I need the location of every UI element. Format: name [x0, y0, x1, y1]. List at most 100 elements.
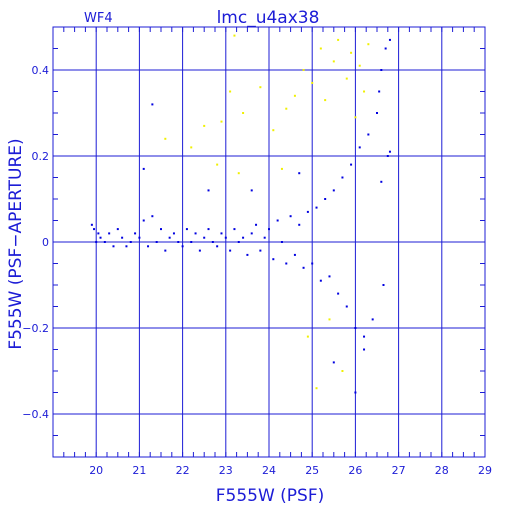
- data-point: [185, 228, 188, 231]
- rejected-point: [363, 90, 366, 93]
- data-point: [142, 167, 145, 170]
- data-point: [289, 215, 292, 218]
- data-point: [216, 245, 219, 248]
- rejected-point: [233, 34, 236, 37]
- rejected-point: [345, 77, 348, 80]
- data-point: [207, 189, 210, 192]
- rejected-point: [242, 112, 245, 114]
- data-point: [90, 223, 93, 226]
- y-tick-label: 0.2: [32, 150, 50, 163]
- rejected-point: [164, 137, 167, 140]
- data-point: [345, 305, 348, 308]
- data-point: [382, 284, 385, 286]
- minor-ticks: [52, 26, 486, 458]
- data-point: [194, 232, 197, 235]
- data-point: [285, 262, 288, 265]
- y-tick-label: 0: [42, 236, 49, 249]
- data-point: [311, 262, 314, 265]
- rejected-point: [367, 43, 370, 46]
- data-point: [177, 241, 180, 243]
- y-tick-label: 0.4: [32, 64, 50, 77]
- data-point: [250, 189, 253, 192]
- rejected-point: [259, 86, 262, 89]
- rejected-point: [328, 318, 331, 321]
- points-rejected-series: [164, 34, 370, 390]
- data-point: [112, 245, 115, 248]
- data-point: [371, 318, 374, 321]
- y-axis-label: F555W (PSF−APERTURE): [6, 138, 26, 349]
- data-point: [207, 228, 210, 231]
- data-point: [328, 275, 331, 278]
- data-point: [302, 266, 305, 269]
- data-point: [350, 163, 353, 166]
- data-point: [237, 241, 240, 243]
- data-point: [97, 232, 100, 235]
- rejected-point: [341, 370, 344, 372]
- x-tick-label: 21: [132, 464, 146, 477]
- data-point: [363, 335, 366, 338]
- data-point: [164, 249, 167, 252]
- rejected-point: [280, 167, 283, 170]
- x-axis-label: F555W (PSF): [216, 486, 325, 506]
- rejected-point: [306, 335, 309, 338]
- data-point: [332, 361, 335, 364]
- rejected-point: [285, 107, 288, 110]
- data-point: [337, 292, 340, 295]
- rejected-point: [358, 64, 361, 67]
- data-point: [388, 38, 391, 41]
- rejected-point: [354, 116, 357, 119]
- data-point: [138, 236, 141, 239]
- data-point: [332, 189, 335, 192]
- data-point: [272, 258, 275, 261]
- data-point: [268, 228, 270, 231]
- data-point: [211, 241, 214, 243]
- rejected-point: [216, 163, 219, 166]
- data-point: [198, 249, 201, 252]
- y-tick-label: −0.2: [22, 322, 49, 335]
- rejected-point: [272, 129, 275, 132]
- data-point: [224, 236, 227, 239]
- x-tick-label: 24: [262, 464, 276, 477]
- data-point: [220, 232, 223, 235]
- rejected-point: [229, 90, 232, 93]
- data-point: [298, 172, 301, 175]
- data-point: [172, 232, 175, 235]
- data-point: [276, 219, 279, 222]
- x-tick-label: 28: [435, 464, 449, 477]
- data-point: [319, 279, 322, 282]
- data-point: [134, 232, 137, 235]
- data-point: [190, 241, 193, 243]
- x-tick-label: 29: [478, 464, 492, 477]
- rejected-point: [237, 172, 240, 175]
- chart-title: lmc_u4ax38: [217, 8, 320, 28]
- data-point: [363, 348, 366, 351]
- rejected-point: [311, 81, 314, 84]
- data-point: [255, 223, 258, 226]
- x-tick-label: 22: [176, 464, 190, 477]
- data-point: [259, 249, 262, 252]
- data-point: [125, 245, 128, 248]
- data-point: [151, 103, 154, 106]
- rejected-point: [324, 99, 327, 102]
- x-tick-label: 27: [392, 464, 406, 477]
- x-tick-label: 23: [219, 464, 233, 477]
- data-point: [95, 241, 98, 243]
- data-point: [380, 69, 383, 71]
- data-point: [116, 228, 119, 231]
- rejected-point: [190, 146, 193, 149]
- data-point: [354, 327, 357, 329]
- x-tick-label: 26: [348, 464, 362, 477]
- data-point: [388, 150, 391, 153]
- rejected-point: [302, 69, 305, 71]
- data-point: [293, 253, 296, 256]
- panel-label: WF4: [84, 11, 113, 26]
- data-point: [298, 223, 301, 226]
- rejected-point: [319, 47, 322, 50]
- y-tick-label: −0.4: [22, 408, 49, 421]
- y-tick-labels: −0.4 −0.2 0 0.2 0.4: [22, 64, 49, 421]
- data-point: [142, 219, 145, 222]
- rejected-point: [350, 51, 353, 54]
- data-point: [147, 245, 150, 248]
- data-point: [203, 236, 206, 239]
